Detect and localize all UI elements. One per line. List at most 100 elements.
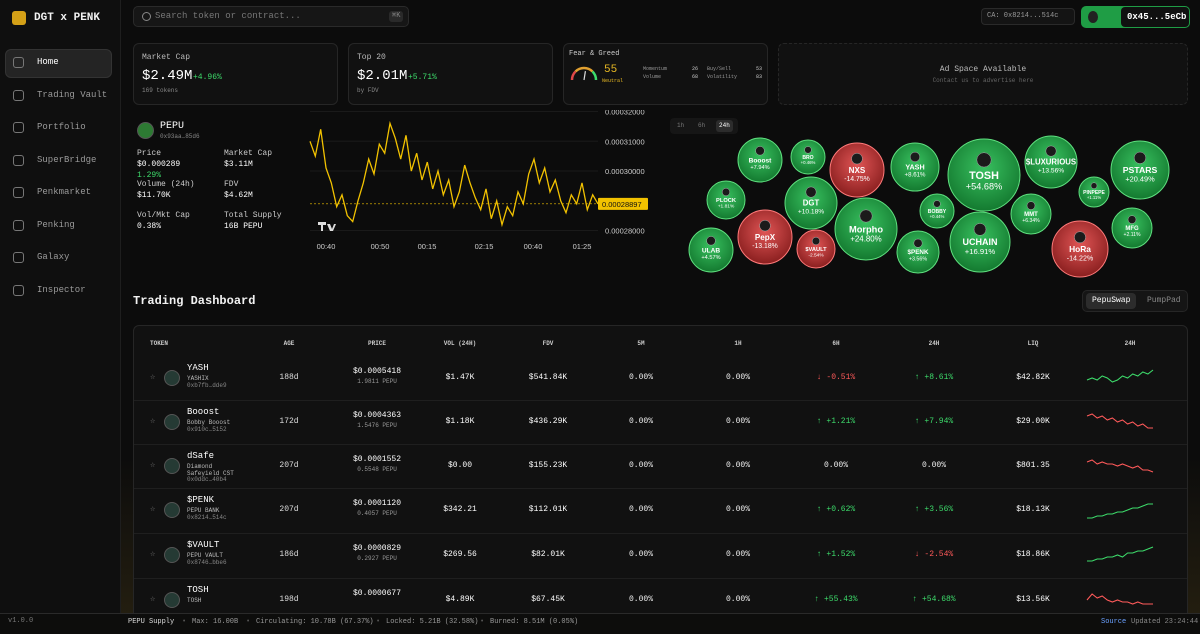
bubble <box>949 211 1011 273</box>
row-age: 172d <box>279 417 299 426</box>
row-divider <box>134 533 1187 534</box>
timeframe[interactable]: 6h <box>698 122 706 129</box>
column-header[interactable]: AGE <box>283 340 295 347</box>
bubble <box>1110 140 1170 200</box>
row-change: +1.21% <box>817 418 855 426</box>
field-label: Vol/Mkt Cap <box>137 211 190 220</box>
bubble-change: +10.18% <box>798 209 824 216</box>
stat-card <box>133 43 338 105</box>
nav-item[interactable]: Portfolio <box>37 122 86 132</box>
nav-item[interactable]: Penkmarket <box>37 187 92 197</box>
row-change: 0.00% <box>921 461 947 470</box>
row-fdv: $541.84K <box>528 373 568 382</box>
fg-metric-value: 26 <box>692 66 699 72</box>
x-tick-label: 01:25 <box>573 242 592 251</box>
timeframe[interactable]: 1h <box>677 122 685 129</box>
sparkline <box>1086 369 1154 383</box>
bubble-change: -2.54% <box>808 253 824 259</box>
search[interactable] <box>133 6 409 27</box>
row-price: $0.0001552 <box>352 455 402 464</box>
column-header[interactable]: VOL (24H) <box>443 340 477 347</box>
sparkline-path <box>1086 413 1153 429</box>
contract-text[interactable]: CA: 0x8214...514c <box>987 12 1059 20</box>
star[interactable]: ☆ <box>150 594 156 604</box>
timeframe[interactable]: 24h <box>716 120 733 132</box>
bubble-name: PINPEPE <box>1083 190 1105 196</box>
star[interactable]: ☆ <box>150 416 156 426</box>
row-vol: $342.21 <box>443 505 477 514</box>
tab[interactable]: PepuSwap <box>1086 293 1137 309</box>
nav-item[interactable]: Inspector <box>37 285 86 295</box>
row-price-pepu: 0.5548 PEPU <box>357 466 397 473</box>
token-avatar <box>164 458 180 474</box>
bubble-name: PepX <box>755 233 776 242</box>
footer-source[interactable]: Source <box>1101 618 1127 626</box>
bubble <box>1111 207 1153 249</box>
column-header[interactable]: 5M <box>637 340 645 347</box>
nav-item[interactable]: Trading Vault <box>37 90 108 100</box>
gauge-arc <box>574 66 594 73</box>
bubble-icon <box>1133 151 1147 164</box>
sparkline-path <box>1087 503 1153 519</box>
row-change: 0.00% <box>725 550 751 559</box>
star[interactable]: ☆ <box>150 372 156 382</box>
column-header[interactable]: FDV <box>542 340 554 347</box>
bubble-name: $VAULT <box>805 247 827 253</box>
bubble-change: +1.11% <box>1087 195 1101 200</box>
field-value: $11.70K <box>137 191 171 200</box>
bubble-map: Booost+7.94% BRO+0.46% NXS-14.75% YASH+8.61… <box>688 135 1170 278</box>
bubble-change: +1.81% <box>718 204 735 210</box>
bubble <box>1051 220 1109 278</box>
column-header[interactable]: 6H <box>832 340 840 347</box>
row-symbol: TOSH <box>187 585 209 595</box>
dashboard-title: Trading Dashboard <box>133 294 256 308</box>
row-divider <box>134 578 1187 579</box>
bubble-name: Morpho <box>849 224 883 234</box>
nav-item[interactable]: SuperBridge <box>37 155 97 165</box>
row-change: 0.00% <box>628 461 654 470</box>
search-icon <box>142 12 151 21</box>
bubble-name: MFG <box>1125 226 1139 232</box>
tab[interactable]: PumpPad <box>1147 296 1181 305</box>
footer-sep: • <box>246 618 251 626</box>
row-age: 207d <box>279 505 299 514</box>
row-name: PEPU VAULT <box>187 552 224 559</box>
row-vol: $1.18K <box>445 417 475 426</box>
star[interactable]: ☆ <box>150 504 156 514</box>
bubble-icon <box>973 223 987 236</box>
bubble-change: +6.34% <box>1022 218 1040 224</box>
nav-item[interactable]: Home <box>37 57 59 67</box>
row-liq: $42.82K <box>1016 373 1050 382</box>
column-header[interactable]: PRICE <box>367 340 387 347</box>
row-change: +1.52% <box>817 551 855 559</box>
bubble <box>1010 193 1052 235</box>
column-header[interactable]: 1H <box>734 340 742 347</box>
star[interactable]: ☆ <box>150 549 156 559</box>
star[interactable]: ☆ <box>150 460 156 470</box>
stat-title: Market Cap <box>142 53 191 62</box>
column-header[interactable]: LIQ <box>1027 340 1039 347</box>
field-value: 16B PEPU <box>224 222 263 231</box>
row-price-pepu: 1.5476 PEPU <box>357 422 397 429</box>
sparkline <box>1086 413 1153 429</box>
nav-item[interactable]: Penking <box>37 220 75 230</box>
bubble-icon <box>1045 145 1057 157</box>
bubble-change: +8.61% <box>905 172 926 179</box>
wallet-address[interactable]: 0x45...5eCb <box>1127 12 1187 22</box>
bubble <box>688 227 734 273</box>
bubble <box>947 138 1021 212</box>
sidebar <box>0 0 121 634</box>
bubble <box>1078 176 1110 208</box>
column-header[interactable]: 24H <box>928 340 940 347</box>
nav-icon <box>13 155 24 166</box>
bubble-icon <box>1074 231 1086 244</box>
y-tick-label: 0.00028000 <box>605 227 645 236</box>
row-age: 207d <box>279 461 299 470</box>
bubble-icon <box>1127 215 1137 224</box>
row-name: Diamond Safeyield CST <box>187 463 234 478</box>
gauge <box>570 66 598 81</box>
contract <box>981 8 1075 25</box>
bubble-change: +0.46% <box>801 160 816 165</box>
nav-item[interactable]: Galaxy <box>37 252 70 262</box>
bubble-icon <box>976 152 992 168</box>
